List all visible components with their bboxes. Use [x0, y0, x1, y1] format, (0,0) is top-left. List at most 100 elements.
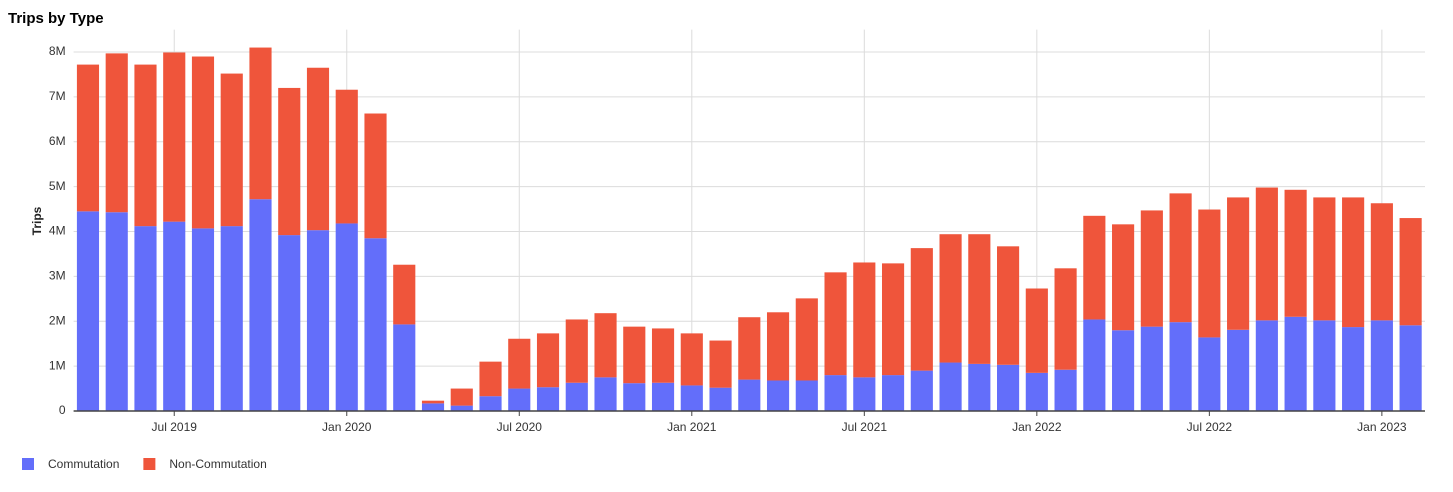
bar-segment — [1140, 326, 1163, 411]
y-axis-title: Trips — [30, 206, 44, 235]
bar-segment — [306, 230, 330, 411]
y-tick-label: 8M — [49, 44, 66, 58]
legend-label: Commutation — [48, 457, 119, 471]
bar-segment — [709, 387, 732, 411]
bar-segment — [105, 53, 128, 213]
bar-segment — [910, 370, 933, 411]
bar-segment — [536, 387, 560, 411]
bar-segment — [1399, 325, 1422, 411]
bar-segment — [1227, 197, 1250, 330]
bar-segment — [594, 377, 617, 411]
bar-segment — [105, 212, 128, 411]
bar-segment — [220, 226, 243, 411]
bar-segment — [508, 338, 531, 389]
bar-segment — [565, 382, 588, 411]
bar-segment — [1112, 224, 1135, 331]
bar-segment — [1342, 327, 1365, 411]
bar-segment — [1054, 268, 1077, 370]
bar-segment — [1255, 187, 1278, 321]
bar-segment — [306, 67, 330, 231]
bar-segment — [997, 364, 1020, 411]
bar-segment — [594, 313, 617, 378]
bar-segment — [795, 380, 818, 411]
bar-segment — [191, 56, 215, 229]
bar-segment — [623, 326, 646, 384]
bar-segment — [249, 199, 272, 411]
bar-segment — [1399, 218, 1422, 326]
bar-segment — [795, 298, 818, 381]
legend-swatch — [22, 458, 34, 470]
bar-segment — [738, 379, 761, 411]
bar-segment — [450, 405, 473, 411]
bar-segment — [393, 264, 416, 325]
bar-segment — [680, 385, 703, 411]
bar-segment — [1370, 203, 1393, 321]
bar-segment — [968, 234, 991, 364]
bar-segment — [1054, 369, 1077, 411]
bar-segment — [881, 375, 905, 411]
bar-segment — [364, 113, 387, 239]
bar-segment — [479, 361, 502, 397]
bar-segment — [1083, 215, 1106, 320]
y-tick-label: 0 — [59, 403, 66, 417]
bar-segment — [1112, 330, 1135, 411]
x-tick-label: Jan 2022 — [1012, 420, 1062, 434]
bar-segment — [824, 272, 847, 376]
bar-segment — [450, 388, 473, 406]
x-tick-label: Jul 2020 — [497, 420, 543, 434]
x-tick-label: Jan 2020 — [322, 420, 372, 434]
bar-segment — [766, 380, 790, 411]
bar-segment — [134, 64, 157, 227]
x-tick-label: Jan 2021 — [667, 420, 717, 434]
bar-segment — [1169, 193, 1192, 323]
bar-segment — [508, 388, 531, 411]
x-tick-label: Jul 2021 — [842, 420, 888, 434]
bar-segment — [1370, 320, 1393, 411]
bar-segment — [824, 375, 847, 411]
bar-segment — [651, 382, 675, 411]
bar-segment — [738, 317, 761, 380]
bar-segment — [968, 363, 991, 411]
bar-segment — [1342, 197, 1365, 328]
y-tick-label: 5M — [49, 179, 66, 193]
bar-segment — [1313, 320, 1336, 411]
bar-segment — [910, 248, 933, 371]
bar-segment — [191, 228, 215, 411]
y-tick-label: 7M — [49, 89, 66, 103]
legend-label: Non-Commutation — [169, 457, 266, 471]
bar-segment — [1255, 320, 1278, 411]
bar-segment — [565, 319, 588, 383]
y-tick-label: 3M — [49, 269, 66, 283]
bar-segment — [1169, 322, 1192, 411]
legend-swatch — [143, 458, 156, 470]
bar-segment — [853, 262, 876, 378]
bar-segment — [939, 234, 962, 363]
bar-segment — [364, 238, 387, 411]
chart-title: Trips by Type — [8, 10, 104, 27]
bar-segment — [421, 400, 445, 404]
bar-segment — [421, 403, 445, 411]
bar-segment — [278, 235, 301, 411]
bar-segment — [335, 89, 358, 224]
bar-segment — [1284, 316, 1307, 411]
y-tick-label: 1M — [49, 358, 66, 372]
bar-segment — [249, 47, 272, 200]
y-tick-label: 2M — [49, 313, 66, 327]
bar-segment — [1140, 210, 1163, 327]
bar-segment — [163, 221, 186, 411]
bar-segment — [393, 324, 416, 411]
bar-segment — [163, 52, 186, 222]
y-tick-label: 4M — [49, 224, 66, 238]
bar-segment — [536, 333, 560, 388]
bar-segment — [623, 383, 646, 411]
bar-segment — [220, 73, 243, 227]
bar-segment — [680, 333, 703, 386]
x-tick-label: Jan 2023 — [1357, 420, 1407, 434]
bar-segment — [766, 312, 790, 381]
bar-segment — [1284, 189, 1307, 317]
bar-segment — [1025, 288, 1048, 373]
bar-segment — [1313, 197, 1336, 321]
bar-segment — [1227, 329, 1250, 411]
x-tick-label: Jul 2022 — [1187, 420, 1233, 434]
